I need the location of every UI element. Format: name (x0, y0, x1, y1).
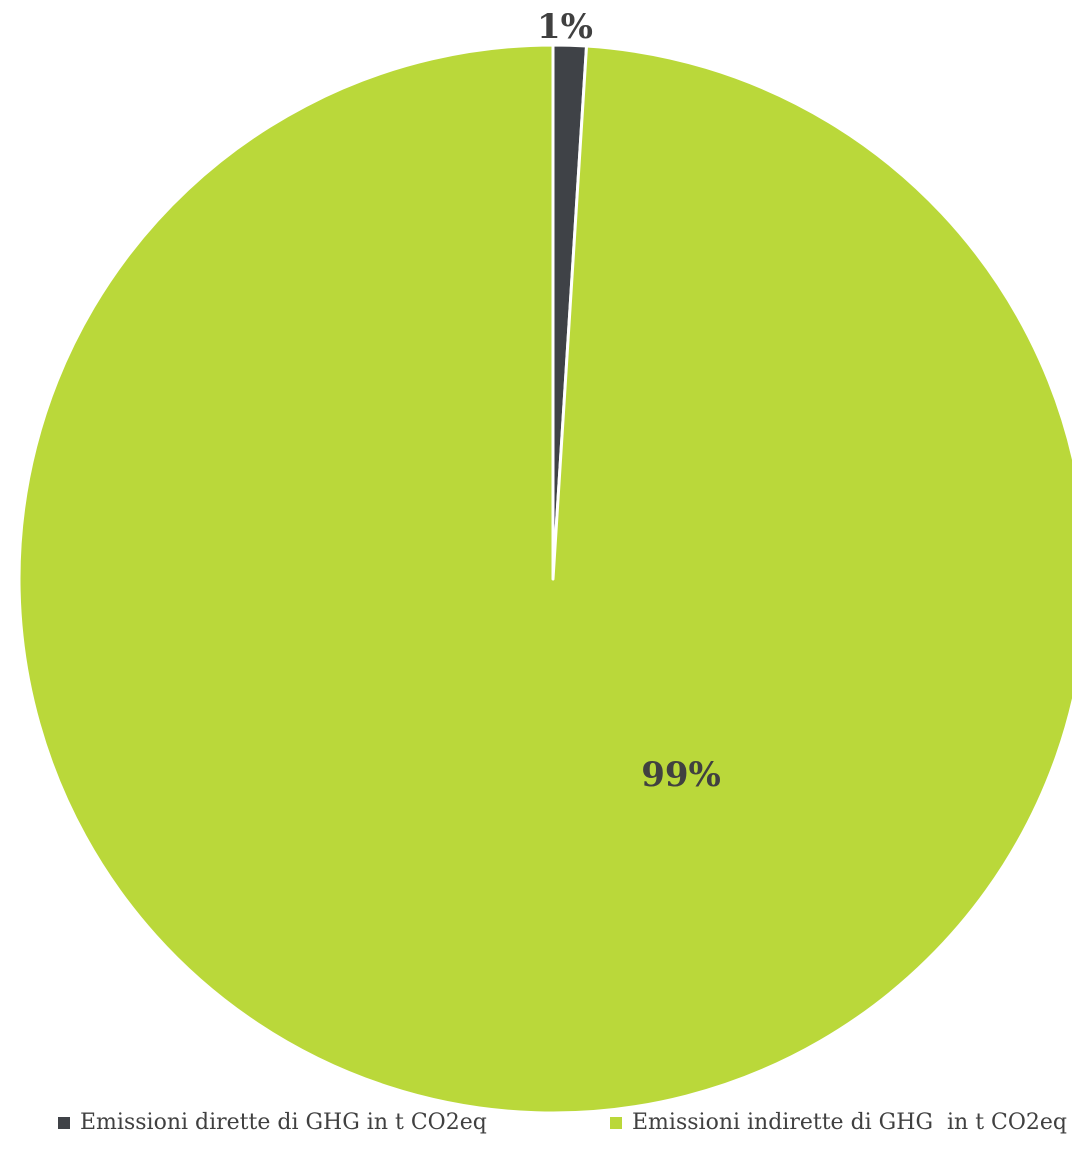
legend-label-indirect: Emissioni indirette di GHG in t CO2eq (632, 1110, 1068, 1135)
data-label-indirect: 99% (641, 755, 721, 795)
legend-item-indirect: Emissioni indirette di GHG in t CO2eq (610, 1110, 1067, 1135)
pie-slice-indirect (17, 43, 1072, 1115)
chart-legend: Emissioni dirette di GHG in t CO2eq Emis… (0, 1110, 1072, 1150)
legend-swatch-indirect (610, 1116, 622, 1129)
legend-swatch-direct (58, 1116, 70, 1129)
legend-item-direct: Emissioni dirette di GHG in t CO2eq (58, 1110, 487, 1135)
legend-label-direct: Emissioni dirette di GHG in t CO2eq (80, 1110, 487, 1135)
data-label-direct: 1% (537, 7, 593, 47)
